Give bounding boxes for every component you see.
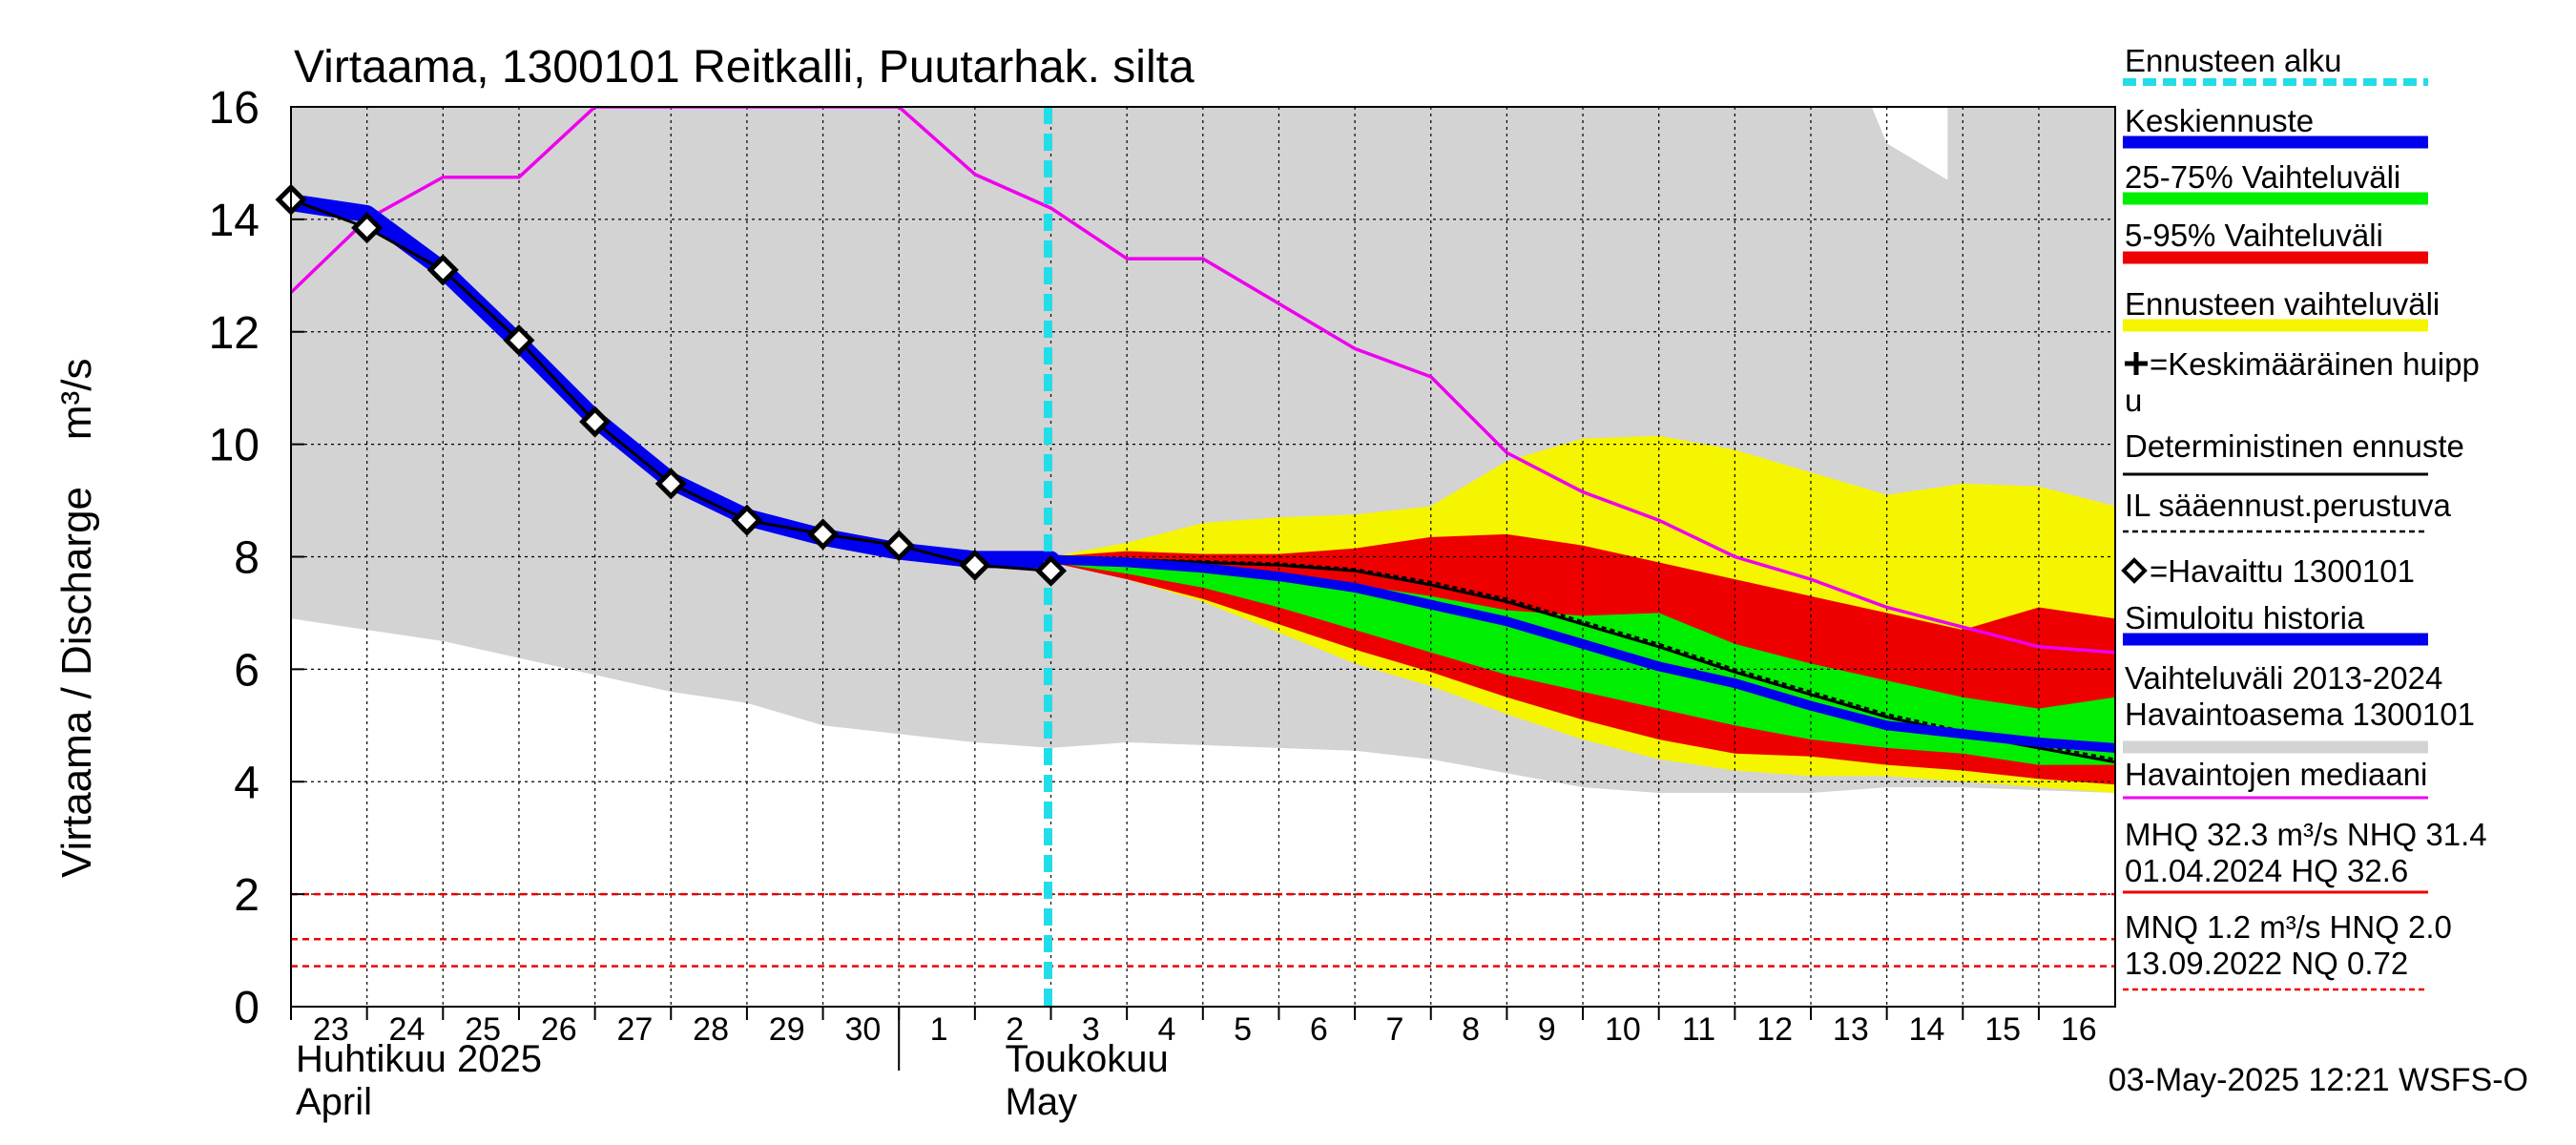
x-tick-label: 10 <box>1605 1011 1641 1048</box>
legend-label: IL sääennust.perustuva <box>2125 488 2451 523</box>
legend-label: =Keskimääräinen huipp <box>2150 346 2480 382</box>
chart-title: Virtaama, 1300101 Reitkalli, Puutarhak. … <box>294 42 1195 93</box>
y-tick-label: 14 <box>209 196 260 246</box>
legend-label: Havaintojen mediaani <box>2125 757 2427 792</box>
x-tick-label: 8 <box>1462 1011 1480 1048</box>
month-label-en: May <box>1006 1081 1078 1123</box>
x-tick-label: 12 <box>1756 1011 1793 1048</box>
legend-label: Vaihteluväli 2013-2024 <box>2125 660 2442 696</box>
legend-label: 25-75% Vaihteluväli <box>2125 159 2400 195</box>
observed-point <box>1034 554 1068 587</box>
legend: Ennusteen alku Keskiennuste 25-75% Vaihtel… <box>2121 43 2487 991</box>
x-tick-label: 24 <box>389 1011 426 1048</box>
footer-timestamp: 03-May-2025 12:21 WSFS-O <box>2109 1062 2528 1098</box>
legend-label: Havaintoasema 1300101 <box>2125 697 2475 732</box>
x-tick-label: 28 <box>693 1011 729 1048</box>
y-tick-label: 16 <box>209 83 260 134</box>
observed-point <box>351 212 384 244</box>
x-tick-label: 26 <box>541 1011 577 1048</box>
x-tick-label: 3 <box>1082 1011 1100 1048</box>
legend-label: MNQ 1.2 m³/s HNQ 2.0 <box>2125 909 2452 945</box>
y-tick-label: 8 <box>234 533 260 584</box>
x-tick-label: 25 <box>465 1011 501 1048</box>
historical-range-gap <box>1871 107 1948 180</box>
observed-point <box>426 254 459 286</box>
x-tick-label: 30 <box>844 1011 881 1048</box>
observed-point <box>503 324 535 357</box>
x-tick-label: 5 <box>1234 1011 1252 1048</box>
y-tick-label: 12 <box>209 308 260 359</box>
x-tick-label: 9 <box>1538 1011 1556 1048</box>
legend-label: MHQ 32.3 m³/s NHQ 31.4 <box>2125 817 2487 852</box>
observed-point <box>731 504 763 536</box>
x-tick-label: 27 <box>617 1011 654 1048</box>
mean-forecast-line <box>1050 554 2115 753</box>
observed-point <box>959 549 991 581</box>
legend-label: Keskiennuste <box>2125 103 2314 138</box>
y-tick-label: 6 <box>234 645 260 696</box>
x-tick-label: 23 <box>313 1011 349 1048</box>
x-tick-label: 2 <box>1006 1011 1024 1048</box>
legend-label: 13.09.2022 NQ 0.72 <box>2125 946 2408 981</box>
legend-cross-icon <box>2125 352 2148 375</box>
legend-diamond-icon <box>2121 557 2148 584</box>
month-label-en: April <box>296 1081 372 1123</box>
legend-label: Deterministinen ennuste <box>2125 428 2464 464</box>
x-tick-label: 29 <box>769 1011 805 1048</box>
observed-point <box>883 530 915 562</box>
legend-label: 5-95% Vaihteluväli <box>2125 218 2383 253</box>
x-tick-label: 14 <box>1909 1011 1945 1048</box>
observed-point <box>579 406 612 438</box>
legend-label-wrap: u <box>2125 383 2142 418</box>
x-tick-label: 4 <box>1158 1011 1176 1048</box>
observed-point <box>807 518 840 551</box>
median-line <box>291 107 2115 655</box>
month-label-fi: Huhtikuu 2025 <box>296 1038 542 1080</box>
y-tick-label: 4 <box>234 758 260 808</box>
legend-label: Ennusteen vaihteluväli <box>2125 286 2440 322</box>
legend-label: 01.04.2024 HQ 32.6 <box>2125 853 2408 888</box>
observed-point <box>654 468 687 500</box>
month-label-fi: Toukokuu <box>1006 1038 1169 1080</box>
legend-label: Ennusteen alku <box>2125 43 2342 78</box>
y-tick-label: 10 <box>209 421 260 471</box>
x-tick-label: 16 <box>2061 1011 2097 1048</box>
x-tick-label: 13 <box>1833 1011 1869 1048</box>
x-tick-label: 7 <box>1385 1011 1403 1048</box>
x-tick-label: 1 <box>930 1011 948 1048</box>
y-tick-label: 0 <box>234 983 260 1033</box>
y-axis-label: Virtaama / Discharge m³/s <box>53 359 100 878</box>
x-tick-label: 6 <box>1310 1011 1328 1048</box>
legend-label: =Havaittu 1300101 <box>2150 553 2415 589</box>
legend-label: Simuloitu historia <box>2125 600 2365 635</box>
x-tick-label: 11 <box>1682 1011 1715 1048</box>
y-tick-label: 2 <box>234 870 260 921</box>
x-tick-label: 15 <box>1984 1011 2021 1048</box>
